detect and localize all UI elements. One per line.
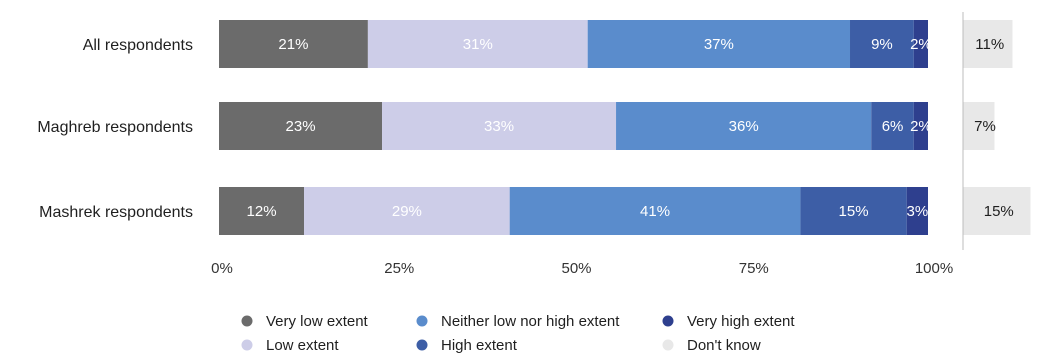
legend-label: Neither low nor high extent (441, 313, 620, 330)
bar-segment (382, 102, 617, 150)
x-tick-label: 100% (915, 260, 953, 277)
bar-segment (913, 102, 928, 150)
x-tick-label: 50% (561, 260, 591, 277)
bar-segment (587, 20, 851, 68)
legend-marker (241, 339, 253, 351)
row-label: Maghreb respondents (37, 119, 193, 136)
data-label: 15% (839, 203, 869, 220)
bar-segment (913, 20, 928, 68)
data-label: 29% (392, 203, 422, 220)
data-label: 12% (247, 203, 277, 220)
bar-segment (800, 187, 907, 235)
bar-segment (616, 102, 872, 150)
bar-segment (219, 102, 383, 150)
legend-marker (662, 315, 674, 327)
legend: Very low extent Neither low nor high exte… (241, 313, 795, 354)
legend-marker (416, 315, 428, 327)
data-label: 36% (729, 118, 759, 135)
bar-segment (219, 20, 368, 68)
data-label: 9% (871, 36, 893, 53)
dont-know-label: 7% (974, 118, 996, 135)
dont-know-bar (963, 187, 1031, 235)
legend-marker (662, 339, 674, 351)
data-label: 41% (640, 203, 670, 220)
x-tick-label: 75% (739, 260, 769, 277)
x-axis-ticks: 0% 25% 50% 75% 100% (211, 260, 953, 277)
data-label: 6% (882, 118, 904, 135)
dont-know-bar (963, 102, 995, 150)
dont-know-group: 11% 7% 15% (962, 12, 1031, 250)
data-label: 33% (484, 118, 514, 135)
data-label: 31% (463, 36, 493, 53)
legend-label: Low extent (266, 337, 339, 354)
data-label: 2% (910, 36, 932, 53)
bar-segment (304, 187, 510, 235)
bar-segment (871, 102, 914, 150)
bars-group: All respondents 21% 31% 37% 9% 2% Maghreb resp… (37, 20, 932, 235)
legend-marker (416, 339, 428, 351)
legend-marker (241, 315, 253, 327)
row-label: Mashrek respondents (39, 204, 193, 221)
legend-label: Very high extent (687, 313, 795, 330)
data-label: 21% (278, 36, 308, 53)
bar-segment (850, 20, 914, 68)
legend-label: High extent (441, 337, 518, 354)
data-label: 2% (910, 118, 932, 135)
data-label: 3% (907, 203, 929, 220)
bar-segment (906, 187, 928, 235)
row-label: All respondents (83, 37, 193, 54)
dont-know-label: 15% (984, 203, 1014, 220)
dont-know-label: 11% (975, 36, 1004, 53)
data-label: 23% (286, 118, 316, 135)
bar-segment (367, 20, 588, 68)
data-label: 37% (704, 36, 734, 53)
bar-segment (509, 187, 801, 235)
x-tick-label: 25% (384, 260, 414, 277)
legend-label: Very low extent (266, 313, 369, 330)
x-tick-label: 0% (211, 260, 233, 277)
bar-segment (219, 187, 305, 235)
legend-label: Don't know (687, 337, 761, 354)
dont-know-bar (963, 20, 1013, 68)
